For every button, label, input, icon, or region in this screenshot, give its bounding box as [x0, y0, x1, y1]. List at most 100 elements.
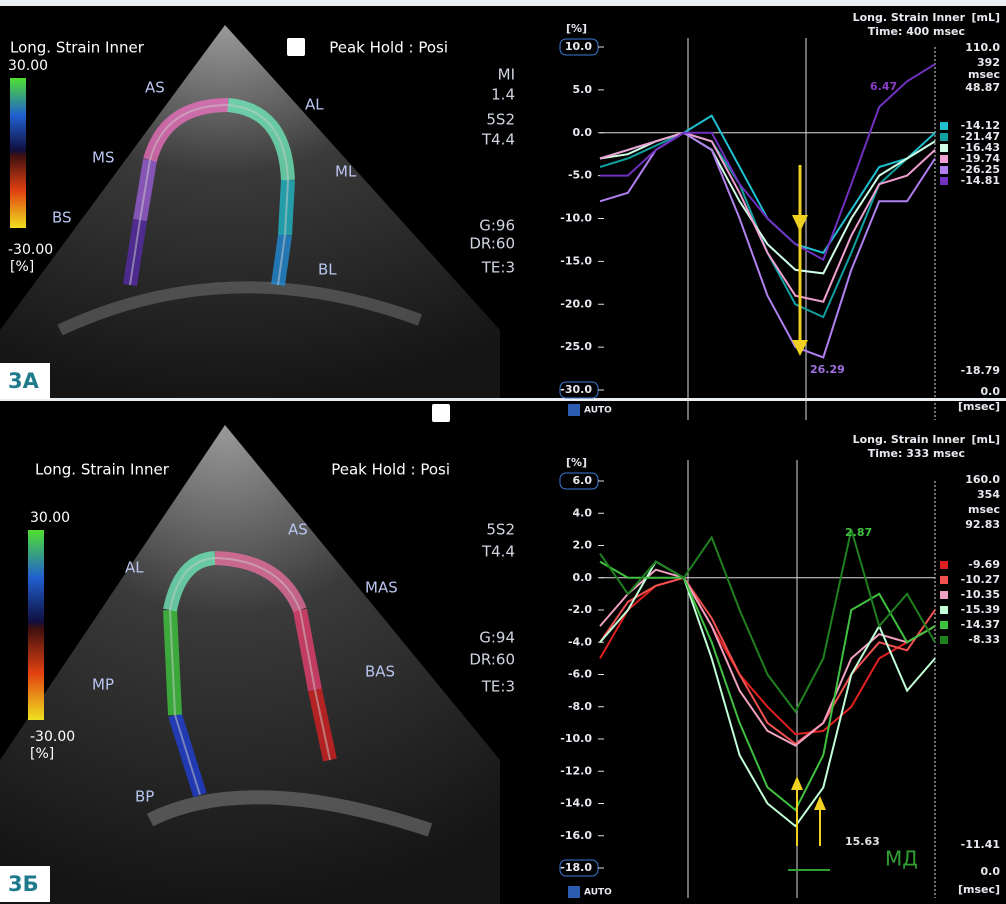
y-tick-label: -18.0	[560, 861, 592, 874]
chart-subtitle: Time: 400 msec	[868, 25, 965, 38]
legend-swatch	[940, 561, 948, 569]
y-tick-label: -15.0	[560, 254, 592, 267]
segment-label: BL	[318, 261, 337, 279]
y-tick-label: 0.0	[573, 126, 593, 139]
segment-label: MP	[92, 676, 114, 694]
panel-label: 3Б	[8, 872, 39, 896]
segment-label: BS	[52, 209, 72, 227]
scale-unit: [%]	[10, 259, 34, 275]
auto-label: AUTO	[584, 406, 612, 416]
param: 1.4	[491, 86, 515, 104]
scale-max: 30.00	[30, 510, 70, 526]
legend-label: -15.39	[961, 603, 1000, 616]
auto-label: AUTO	[584, 888, 612, 898]
param: MI	[498, 66, 515, 84]
segment-label: AL	[305, 96, 324, 114]
y-tick-label: -2.0	[568, 603, 592, 616]
param: TE:3	[481, 678, 515, 696]
legend-label: -9.69	[968, 558, 1000, 571]
scale-unit: [%]	[30, 746, 54, 762]
y-tick-label: -14.0	[560, 797, 592, 810]
icon-t	[432, 404, 450, 422]
segment-label: AL	[125, 559, 144, 577]
y-tick-label: 5.0	[573, 83, 593, 96]
param: T4.4	[481, 131, 515, 149]
auto-checkbox	[568, 886, 580, 898]
chart-subtitle: Time: 333 msec	[868, 447, 965, 460]
volume-value: 92.83	[965, 518, 1000, 531]
param: 5S2	[486, 521, 515, 539]
scale-min: -30.00	[30, 729, 75, 745]
scale-max: 30.00	[8, 58, 48, 74]
volume-min: -11.41	[961, 838, 1000, 851]
echo-title: Long. Strain Inner	[35, 461, 170, 479]
y-tick-label: -6.0	[568, 668, 592, 681]
param: DR:60	[469, 651, 515, 669]
legend-swatch	[940, 591, 948, 599]
y-tick-label: 2.0	[573, 539, 593, 552]
y-tick-label: -30.0	[560, 383, 592, 396]
y-tick-label: -5.0	[568, 169, 592, 182]
legend-label: -8.33	[968, 633, 1000, 646]
annotation: 6.47	[870, 80, 897, 93]
volume-zero: 0.0	[981, 385, 1001, 398]
echo-title: Long. Strain Inner	[10, 39, 145, 57]
color-bar	[28, 530, 44, 720]
legend-swatch	[940, 133, 948, 141]
figure: 3А 3Б Long. Strain Inner Peak Hold : Posi 30…	[0, 0, 1006, 904]
volume-x-unit: [msec]	[958, 883, 1000, 896]
y-label: [%]	[566, 456, 587, 469]
segment-label: BP	[135, 788, 154, 806]
volume-time-unit: msec	[968, 503, 1000, 516]
y-tick-label: -10.0	[560, 732, 592, 745]
annotation: 2.87	[845, 526, 872, 539]
echo-mode: Peak Hold : Posi	[329, 39, 448, 57]
y-tick-label: 10.0	[565, 40, 592, 53]
y-label: [%]	[566, 22, 587, 35]
volume-min: -18.79	[961, 364, 1000, 377]
legend-swatch	[940, 636, 948, 644]
volume-value: 48.87	[965, 81, 1000, 94]
volume-max: 110.0	[965, 41, 1000, 54]
y-tick-label: 6.0	[573, 474, 593, 487]
param: 5S2	[486, 111, 515, 129]
panel-label: 3А	[8, 369, 40, 393]
y-tick-label: 0.0	[573, 571, 593, 584]
top-strip	[0, 0, 1006, 6]
color-bar	[10, 78, 26, 228]
volume-time: 354	[977, 488, 1000, 501]
legend-swatch	[940, 606, 948, 614]
legend-swatch	[940, 155, 948, 163]
segment-label: MS	[92, 149, 114, 167]
scale-min: -30.00	[8, 242, 53, 258]
y-tick-label: -25.0	[560, 340, 592, 353]
legend-swatch	[940, 177, 948, 185]
volume-max: 160.0	[965, 473, 1000, 486]
annotation: МД	[885, 847, 918, 871]
separator	[0, 398, 1006, 401]
segment-label: AS	[288, 521, 308, 539]
annotation: 26.29	[810, 363, 845, 376]
y-tick-label: -20.0	[560, 297, 592, 310]
echo-mode: Peak Hold : Posi	[331, 461, 450, 479]
y-tick-label: -4.0	[568, 635, 592, 648]
legend-swatch	[940, 166, 948, 174]
y-tick-label: -8.0	[568, 700, 592, 713]
auto-checkbox	[568, 404, 580, 416]
param: G:96	[479, 217, 515, 235]
chart-title: Long. Strain Inner	[853, 433, 966, 446]
legend-swatch	[940, 576, 948, 584]
segment-label: AS	[145, 79, 165, 97]
legend-swatch	[940, 122, 948, 130]
segment-label: BAS	[365, 663, 395, 681]
chart-title: Long. Strain Inner	[853, 11, 966, 24]
param: G:94	[479, 629, 515, 647]
icon-t	[287, 38, 305, 56]
y-tick-label: 4.0	[573, 506, 593, 519]
legend-label: -14.81	[961, 174, 1000, 187]
legend-label: -10.27	[961, 573, 1000, 586]
legend-label: -10.35	[961, 588, 1000, 601]
param: TE:3	[481, 259, 515, 277]
volume-unit: [mL]	[971, 433, 1000, 446]
volume-x-unit: [msec]	[958, 400, 1000, 413]
